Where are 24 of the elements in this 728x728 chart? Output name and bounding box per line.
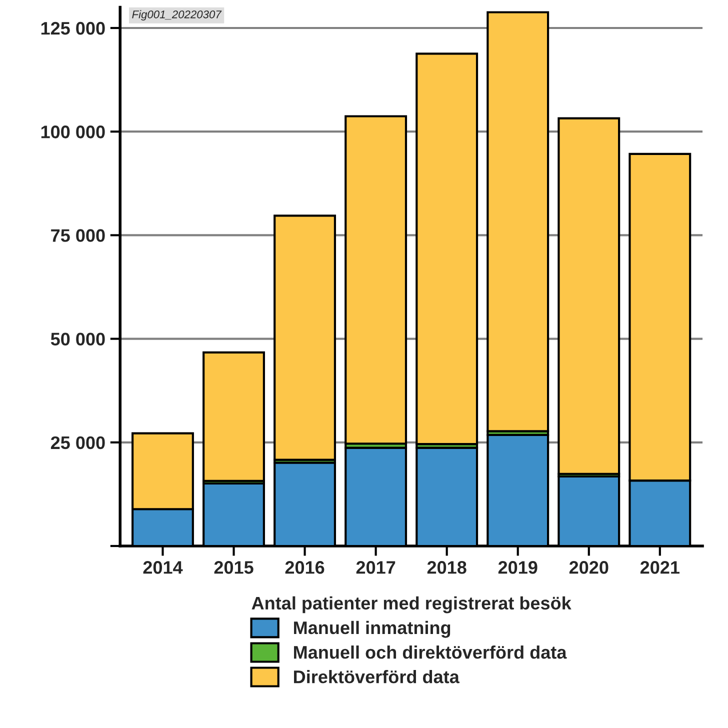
legend-title: Antal patienter med registrerat besök [252, 596, 572, 614]
bar [202, 351, 265, 482]
bar [486, 11, 550, 432]
y-tick-label: 75 000 [51, 229, 105, 242]
x-tick-label: 2019 [498, 561, 538, 574]
annotation: Fig001_20220307 [132, 10, 222, 21]
x-tick-label: 2014 [143, 561, 183, 574]
y-tick-label: 125 000 [41, 22, 105, 35]
x-tick-label: 2018 [427, 561, 466, 574]
x-tick-label: 2015 [214, 561, 254, 574]
bar [558, 117, 620, 475]
x-tick-label: 2020 [569, 561, 608, 574]
y-tick-label: 100 000 [41, 126, 105, 138]
bar [344, 115, 408, 445]
x-tick-label: 2017 [356, 561, 396, 574]
y-tick-label: 50 000 [50, 332, 105, 346]
bar [416, 52, 478, 446]
y-tick-label: 25 000 [50, 436, 105, 450]
legend-label: Direktöverförd data [294, 670, 460, 684]
x-tick-label: 2016 [285, 561, 324, 574]
x-tick-label: 2021 [640, 561, 680, 574]
bar [274, 214, 336, 461]
legend-label: Manuell inmatning [294, 620, 450, 638]
legend-label: Manuell och direktöverförd data [294, 646, 567, 659]
